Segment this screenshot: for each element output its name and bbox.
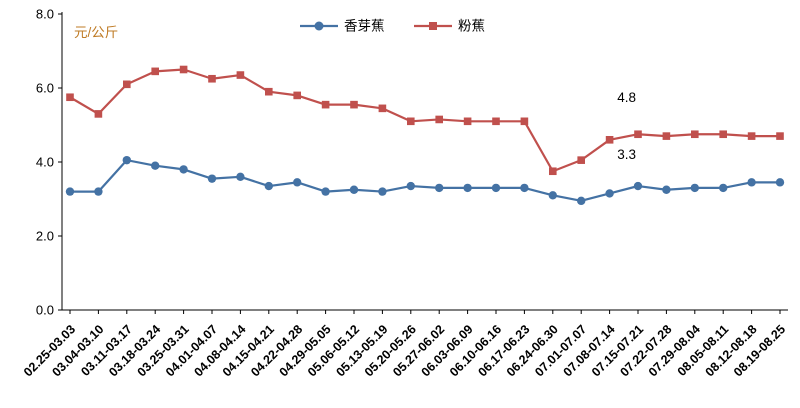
data-point-marker <box>719 183 728 193</box>
legend-label: 香芽蕉 <box>344 19 385 34</box>
data-point-marker <box>577 156 585 164</box>
data-point-marker <box>775 178 785 187</box>
data-point-marker <box>549 167 557 176</box>
legend-label: 粉蕉 <box>458 19 485 34</box>
data-point-marker <box>520 117 529 126</box>
data-point-marker <box>293 91 301 100</box>
data-point-marker <box>662 185 671 194</box>
data-point-marker <box>208 74 216 83</box>
data-point-marker <box>577 196 586 206</box>
data-point-marker <box>407 117 415 126</box>
data-point-marker <box>605 189 614 198</box>
data-point-marker <box>633 181 643 191</box>
data-point-marker <box>236 71 245 79</box>
data-point-marker <box>776 132 784 140</box>
data-point-marker <box>691 130 699 139</box>
data-point-marker <box>690 183 699 193</box>
data-point-marker <box>179 65 188 74</box>
data-point-marker <box>207 174 217 183</box>
annotation-label: 3.3 <box>617 147 636 162</box>
data-point-marker <box>264 181 273 191</box>
data-point-marker <box>349 185 359 194</box>
data-point-marker <box>321 100 330 109</box>
data-point-marker <box>634 130 642 139</box>
data-point-marker <box>548 191 557 200</box>
data-point-marker <box>520 183 529 193</box>
data-point-marker <box>406 181 415 191</box>
data-point-marker <box>122 155 131 165</box>
data-point-marker <box>350 100 358 109</box>
data-point-marker <box>378 187 387 196</box>
data-point-marker <box>66 93 74 102</box>
data-point-marker <box>151 161 160 170</box>
data-point-marker <box>605 136 614 144</box>
data-point-marker <box>94 187 103 196</box>
data-point-marker <box>747 132 756 140</box>
series-line-square <box>69 68 780 173</box>
legend-marker-circle <box>314 21 324 31</box>
unit-label: 元/公斤 <box>74 25 118 40</box>
annotation-label: 4.8 <box>617 90 636 105</box>
data-point-marker <box>236 172 245 181</box>
y-tick-label: 8.0 <box>36 7 54 22</box>
y-tick-label: 4.0 <box>36 155 54 170</box>
data-point-marker <box>747 178 756 187</box>
data-point-marker <box>123 80 131 89</box>
data-point-marker <box>463 117 472 126</box>
data-point-marker <box>179 165 188 174</box>
data-point-marker <box>378 104 387 113</box>
data-point-marker <box>293 178 302 187</box>
data-point-marker <box>94 110 103 118</box>
data-point-marker <box>265 87 273 96</box>
data-point-marker <box>321 187 330 196</box>
data-point-marker <box>662 132 671 140</box>
data-point-marker <box>435 183 444 193</box>
data-point-marker <box>151 67 159 76</box>
data-point-marker <box>491 183 501 193</box>
y-tick-label: 2.0 <box>36 229 54 244</box>
y-tick-label: 0.0 <box>36 303 54 318</box>
series-line-circle <box>70 159 780 202</box>
data-point-marker <box>463 183 472 193</box>
y-tick-label: 6.0 <box>36 81 54 96</box>
data-point-marker <box>719 130 727 139</box>
legend-marker-square <box>429 22 437 30</box>
data-point-marker <box>492 117 500 126</box>
data-point-marker <box>435 115 443 124</box>
data-point-marker <box>65 187 75 196</box>
